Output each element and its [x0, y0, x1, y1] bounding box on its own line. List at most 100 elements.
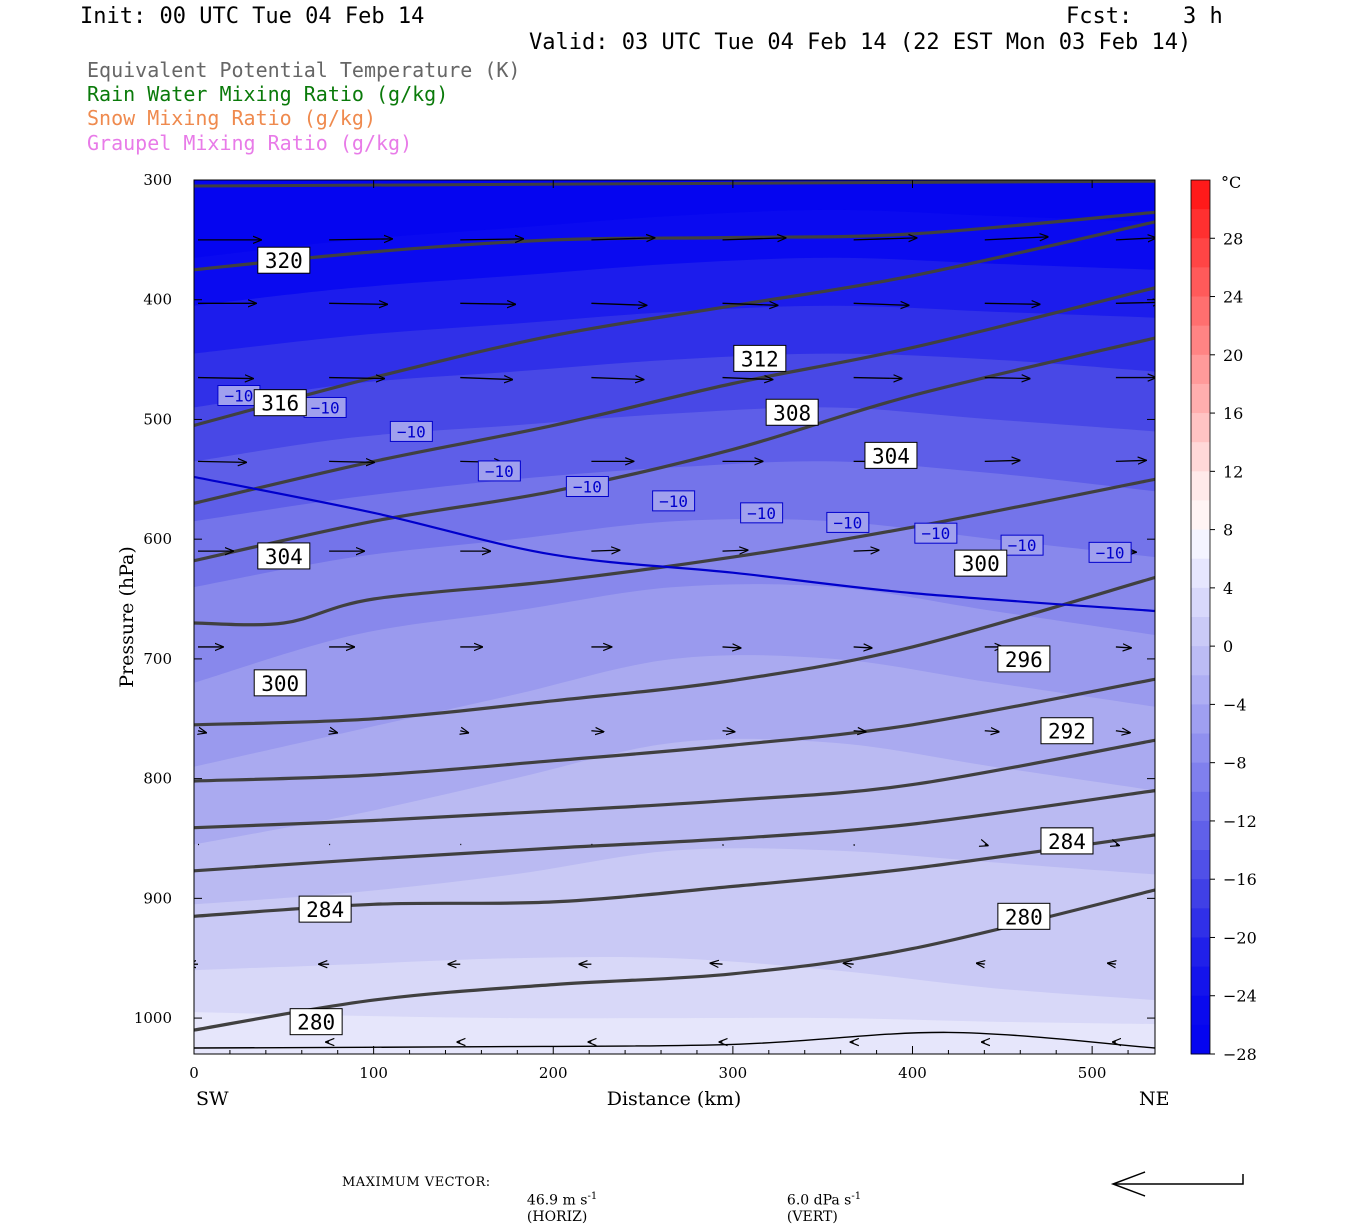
y-tick-label: 900 — [143, 889, 172, 907]
wind-vector — [844, 963, 854, 964]
wind-vector — [853, 647, 872, 648]
y-tick-label: 1000 — [134, 1009, 172, 1027]
colorbar-swatch — [1191, 413, 1210, 443]
theta-e-label-box — [997, 645, 1051, 673]
horizontal-unit: (HORIZ) — [526, 1208, 588, 1225]
colorbar-unit: °C — [1221, 173, 1241, 192]
wind-vector — [591, 731, 603, 732]
colorbar-swatch — [1191, 762, 1210, 793]
y-tick-label: 400 — [143, 291, 172, 309]
theta-e-label-box — [298, 895, 352, 923]
y-axis-title: Pressure (hPa) — [116, 546, 138, 688]
colorbar-label: 12 — [1223, 462, 1243, 481]
theta-e-contour-line — [194, 477, 1155, 627]
theta-e-contour-line — [194, 210, 1155, 272]
wind-vector — [985, 844, 988, 845]
theta-e-label: 320 — [265, 249, 303, 273]
temperature-band — [194, 1012, 1155, 1054]
colorbar-swatch — [1191, 267, 1210, 298]
init-time: Init: 00 UTC Tue 04 Feb 14 — [80, 4, 425, 29]
theta-e-label: 296 — [1005, 648, 1043, 672]
wind-vector — [591, 378, 643, 380]
colorbar-swatch — [1191, 587, 1210, 618]
isotherm-label: −10 — [573, 477, 602, 496]
colorbar-swatch — [1191, 850, 1210, 880]
theta-e-label: 304 — [265, 545, 303, 569]
wind-vector — [1115, 302, 1155, 303]
axes: 0 100 200 300 400 500 300 400 500 600 700 800 900 100… — [134, 171, 1155, 1082]
colorbar-swatch — [1191, 354, 1210, 385]
x-right-end-label: NE — [1139, 1088, 1170, 1110]
isotherm-line — [194, 475, 1155, 613]
isotherm-label: −10 — [921, 524, 950, 543]
y-tick-label: 300 — [143, 171, 172, 189]
wind-vector — [722, 731, 735, 732]
theta-e-label: 304 — [872, 444, 910, 468]
theta-e-contour-line — [194, 677, 1155, 783]
x-left-end-label: SW — [196, 1088, 229, 1110]
colorbar-label: 20 — [1223, 346, 1243, 365]
colorbar-label: −24 — [1223, 987, 1257, 1006]
colorbar-swatch — [1191, 995, 1210, 1026]
colorbar-swatch — [1191, 617, 1210, 647]
wind-vector — [977, 963, 985, 964]
vertical-value: 6.0 dPa s — [786, 1192, 852, 1209]
contour-labels: −10 −10 −10 −10 −10 −10 −10 −10 −10 −10 −10 320 316 3… — [217, 246, 1132, 1036]
wind-vector — [1115, 238, 1155, 240]
theta-e-label: 312 — [741, 347, 779, 371]
wind-vector — [853, 844, 856, 846]
horizontal-exponent: -1 — [587, 1191, 598, 1202]
theta-e-contour-line — [194, 738, 1155, 830]
colorbar-label: −4 — [1223, 695, 1247, 714]
wind-vector — [460, 239, 523, 240]
theta-e-label-box — [954, 549, 1008, 577]
colorbar-label: 28 — [1223, 229, 1243, 248]
x-tick-label: 100 — [359, 1064, 388, 1082]
isotherm-label: −10 — [833, 513, 862, 532]
wind-vector — [711, 963, 723, 964]
wind-vector — [1116, 844, 1119, 845]
wind-vector — [591, 550, 619, 551]
theta-e-label-box — [257, 246, 311, 274]
colorbar-label: −12 — [1223, 812, 1257, 831]
isotherm-label-box — [565, 475, 609, 497]
theta-e-contour-line — [194, 180, 1155, 188]
colorbar-swatch — [1191, 209, 1210, 239]
colorbar-swatch — [1191, 383, 1210, 414]
forecast-hour: 3 h — [1183, 4, 1223, 29]
theta-e-label: 280 — [1005, 905, 1043, 929]
theta-e-contour-line — [194, 888, 1155, 1032]
legend-snow-mixing-ratio: Snow Mixing Ratio (g/kg) — [87, 106, 376, 130]
minus10-isotherm — [194, 475, 1155, 613]
theta-e-label-box — [1040, 827, 1094, 855]
colorbar-swatch — [1191, 442, 1210, 472]
colorbar-swatch — [1191, 937, 1210, 968]
isotherm-label: −10 — [224, 387, 253, 406]
legend-rain-water-mixing-ratio: Rain Water Mixing Ratio (g/kg) — [87, 82, 449, 106]
surface-contour-line — [194, 1031, 1155, 1049]
wind-vector — [722, 238, 786, 240]
theta-e-contour-line — [194, 220, 1155, 427]
isotherm-label-box — [389, 420, 433, 442]
reference-vector-icon — [1110, 1171, 1244, 1197]
wind-vector — [853, 731, 866, 732]
theta-e-label-box — [864, 441, 918, 469]
colorbar: °C 28 24 20 16 12 8 4 0 −4 −8 −12 −16 −20 −24 −28 — [1190, 173, 1257, 1064]
colorbar-swatch — [1191, 733, 1210, 764]
wind-vector — [591, 303, 646, 305]
wind-vector — [329, 378, 384, 379]
colorbar-label: −8 — [1223, 754, 1247, 773]
x-tick-label: 200 — [539, 1064, 568, 1082]
x-axis-title: Distance (km) — [607, 1088, 742, 1110]
forecast-label: Fcst: — [1066, 4, 1133, 29]
isotherm-label-box — [1088, 541, 1132, 563]
x-tick-label: 0 — [189, 1064, 199, 1082]
isotherm-label: −10 — [397, 422, 426, 441]
legend-graupel-mixing-ratio: Graupel Mixing Ratio (g/kg) — [87, 131, 413, 155]
wind-vector — [460, 731, 468, 733]
wind-vector — [329, 303, 387, 304]
theta-e-contour-line — [194, 286, 1155, 505]
colorbar-label: 8 — [1223, 521, 1233, 540]
wind-vector — [984, 378, 1030, 379]
colorbar-swatch — [1191, 879, 1210, 909]
